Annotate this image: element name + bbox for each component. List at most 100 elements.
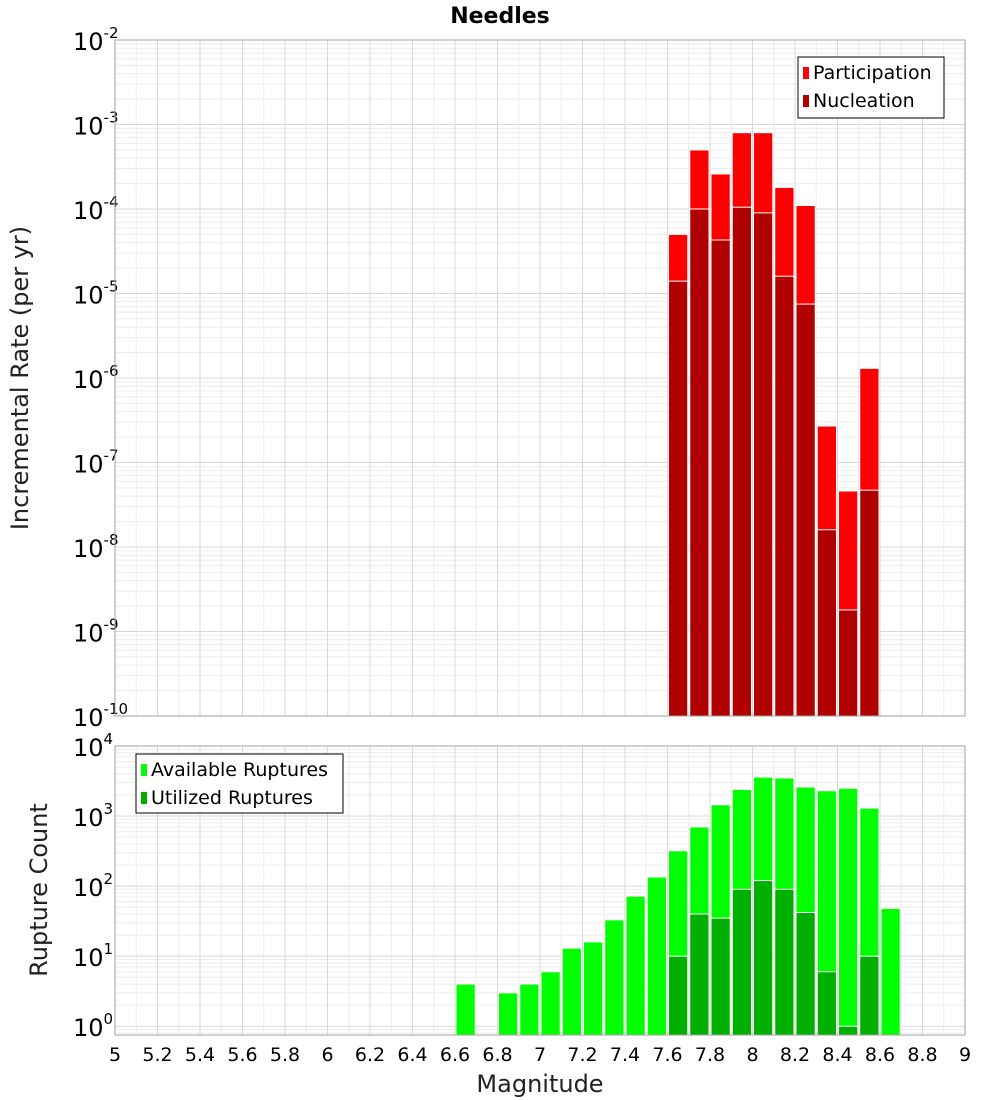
y-tick-label: 10-2	[73, 24, 119, 56]
y-tick-label: 100	[73, 1010, 113, 1042]
y-tick-exponent: -6	[104, 362, 119, 380]
y-tick-base: 10	[73, 620, 104, 648]
x-tick-label: 7.6	[652, 1044, 682, 1066]
y-tick-base: 10	[73, 704, 104, 732]
y-tick-label: 10-9	[73, 616, 119, 648]
y-tick-base: 10	[73, 734, 104, 762]
y-tick-base: 10	[73, 874, 104, 902]
x-tick-label: 6.4	[397, 1044, 427, 1066]
y-tick-base: 10	[73, 366, 104, 394]
x-tick-label: 6	[321, 1044, 333, 1066]
rate-bar-nucleation	[816, 529, 837, 717]
count-bar-utilized-ruptures	[795, 912, 816, 1036]
x-tick-label: 8.6	[865, 1044, 895, 1066]
y-tick-exponent: -5	[104, 278, 119, 296]
count-bar-available-ruptures	[583, 941, 604, 1036]
y-tick-base: 10	[73, 282, 104, 310]
y-tick-base: 10	[73, 197, 104, 225]
legend-swatch	[141, 764, 147, 776]
count-bar-available-ruptures	[880, 907, 901, 1036]
legend-entry: Utilized Ruptures	[151, 787, 313, 809]
count-bar-utilized-ruptures	[668, 955, 689, 1036]
x-tick-label: 7	[534, 1044, 546, 1066]
count-bar-utilized-ruptures	[753, 880, 774, 1036]
rate-bar-nucleation	[689, 208, 710, 717]
y-tick-label: 104	[73, 730, 113, 762]
rate-bar-nucleation	[710, 239, 731, 717]
y-tick-exponent: -10	[104, 700, 129, 718]
x-tick-label: 5.6	[227, 1044, 257, 1066]
y-tick-label: 10-3	[73, 109, 119, 141]
y-tick-base: 10	[73, 535, 104, 563]
x-axis-ticks: 5 5.2 5.4 5.6 5.8 6 6.2 6.4 6.6 6.8 7 7.2 7.4 7.6 7.8 8…	[109, 1044, 971, 1066]
y-tick-label: 10-6	[73, 362, 119, 394]
legend: Available Ruptures Utilized Ruptures	[135, 753, 344, 814]
y-tick-exponent: 4	[104, 730, 114, 748]
count-bar-available-ruptures	[625, 895, 646, 1036]
legend-box	[797, 56, 945, 119]
legend-entry: Participation	[813, 62, 932, 84]
y-tick-exponent: -8	[104, 531, 119, 549]
y-tick-exponent: 2	[104, 870, 114, 888]
y-tick-base: 10	[73, 451, 104, 479]
x-tick-label: 5.2	[142, 1044, 172, 1066]
y-tick-exponent: -2	[104, 24, 119, 42]
rate-bar-nucleation	[731, 206, 752, 717]
x-tick-label: 6.6	[440, 1044, 470, 1066]
legend-entry: Nucleation	[813, 90, 915, 112]
y-tick-exponent: -7	[104, 447, 119, 465]
y-tick-base: 10	[73, 113, 104, 141]
y-tick-label: 102	[73, 870, 113, 902]
legend: Participation Nucleation	[797, 56, 945, 119]
rate-bar-nucleation	[668, 280, 689, 717]
count-bar-utilized-ruptures	[774, 888, 795, 1036]
x-tick-label: 6.2	[355, 1044, 385, 1066]
x-tick-label: 8.2	[780, 1044, 810, 1066]
y-tick-exponent: -3	[104, 109, 119, 127]
x-axis-label: Magnitude	[476, 1070, 603, 1098]
y-tick-label: 10-4	[73, 193, 119, 225]
count-bar-utilized-ruptures	[859, 955, 880, 1036]
count-bar-utilized-ruptures	[816, 971, 837, 1036]
y-tick-exponent: 1	[104, 940, 114, 958]
count-bar-available-ruptures	[646, 876, 667, 1036]
count-bar-utilized-ruptures	[838, 1025, 859, 1036]
y-tick-label: 10-8	[73, 531, 119, 563]
rate-bar-nucleation	[838, 609, 859, 717]
x-tick-label: 6.8	[482, 1044, 512, 1066]
x-tick-label: 5	[109, 1044, 121, 1066]
rate-plot: 10-1010-910-810-710-610-510-410-310-2Inc…	[6, 24, 966, 732]
rate-bar-nucleation	[795, 303, 816, 717]
x-tick-label: 8	[746, 1044, 758, 1066]
count-bar-available-ruptures	[540, 971, 561, 1036]
chart-title: Needles	[450, 4, 550, 29]
count-bar-available-ruptures	[498, 992, 519, 1036]
y-tick-label: 10-10	[73, 700, 128, 732]
x-tick-label: 8.8	[907, 1044, 937, 1066]
count-bar-available-ruptures	[604, 919, 625, 1036]
y-tick-base: 10	[73, 28, 104, 56]
rate-bar-nucleation	[774, 275, 795, 717]
count-bar-available-ruptures	[838, 787, 859, 1036]
count-bar-utilized-ruptures	[689, 913, 710, 1036]
y-axis-label: Incremental Rate (per yr)	[6, 226, 34, 530]
x-tick-label: 7.4	[610, 1044, 640, 1066]
y-tick-label: 103	[73, 800, 113, 832]
y-axis-label: Rupture Count	[25, 803, 53, 977]
plot-frame	[114, 745, 966, 1036]
count-bar-utilized-ruptures	[731, 888, 752, 1036]
y-tick-exponent: -9	[104, 616, 119, 634]
x-tick-label: 9	[959, 1044, 971, 1066]
legend-swatch	[803, 95, 809, 107]
x-tick-label: 7.8	[695, 1044, 725, 1066]
y-tick-base: 10	[73, 1014, 104, 1042]
x-tick-label: 7.2	[567, 1044, 597, 1066]
y-tick-base: 10	[73, 804, 104, 832]
plot-frame	[114, 39, 966, 717]
y-tick-label: 101	[73, 940, 113, 972]
x-tick-label: 5.4	[185, 1044, 215, 1066]
y-tick-label: 10-7	[73, 447, 119, 479]
